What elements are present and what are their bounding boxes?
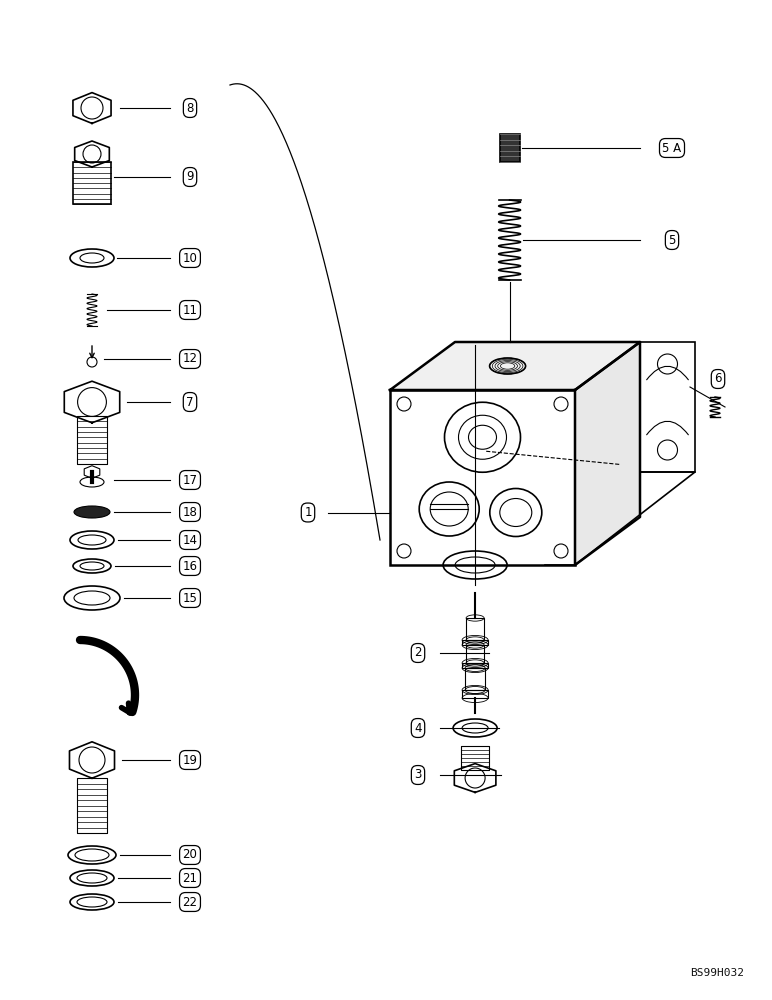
Bar <box>462 690 488 698</box>
Bar <box>640 342 695 472</box>
Text: 8: 8 <box>186 102 194 114</box>
Bar <box>499 134 520 162</box>
Bar <box>465 668 485 690</box>
Circle shape <box>87 357 97 367</box>
Text: 1: 1 <box>304 506 312 519</box>
Ellipse shape <box>74 506 110 518</box>
Text: 21: 21 <box>182 871 198 884</box>
Polygon shape <box>575 342 640 565</box>
Text: 5 A: 5 A <box>662 141 682 154</box>
Text: 10: 10 <box>182 251 198 264</box>
Text: 16: 16 <box>182 560 198 572</box>
Text: 18: 18 <box>182 506 198 518</box>
Bar <box>390 390 575 565</box>
Text: 3: 3 <box>415 768 422 782</box>
Bar <box>462 640 488 645</box>
Text: 22: 22 <box>182 896 198 908</box>
Text: 19: 19 <box>182 754 198 766</box>
Text: 11: 11 <box>182 304 198 316</box>
Bar <box>461 746 489 770</box>
Polygon shape <box>390 342 640 390</box>
Text: 12: 12 <box>182 353 198 365</box>
Text: 5: 5 <box>669 233 676 246</box>
Bar <box>77 416 107 464</box>
Text: 17: 17 <box>182 474 198 487</box>
Text: BS99H032: BS99H032 <box>690 968 744 978</box>
Text: 15: 15 <box>182 591 198 604</box>
Bar <box>462 663 488 668</box>
Text: 9: 9 <box>186 170 194 184</box>
Bar <box>466 645 484 663</box>
Text: 7: 7 <box>186 395 194 408</box>
Bar <box>73 162 111 204</box>
Text: 2: 2 <box>415 647 422 660</box>
Text: 20: 20 <box>182 848 198 861</box>
Text: 14: 14 <box>182 534 198 546</box>
Bar <box>466 618 484 640</box>
Text: 4: 4 <box>415 722 422 734</box>
Bar <box>77 778 107 833</box>
Text: 6: 6 <box>714 372 722 385</box>
